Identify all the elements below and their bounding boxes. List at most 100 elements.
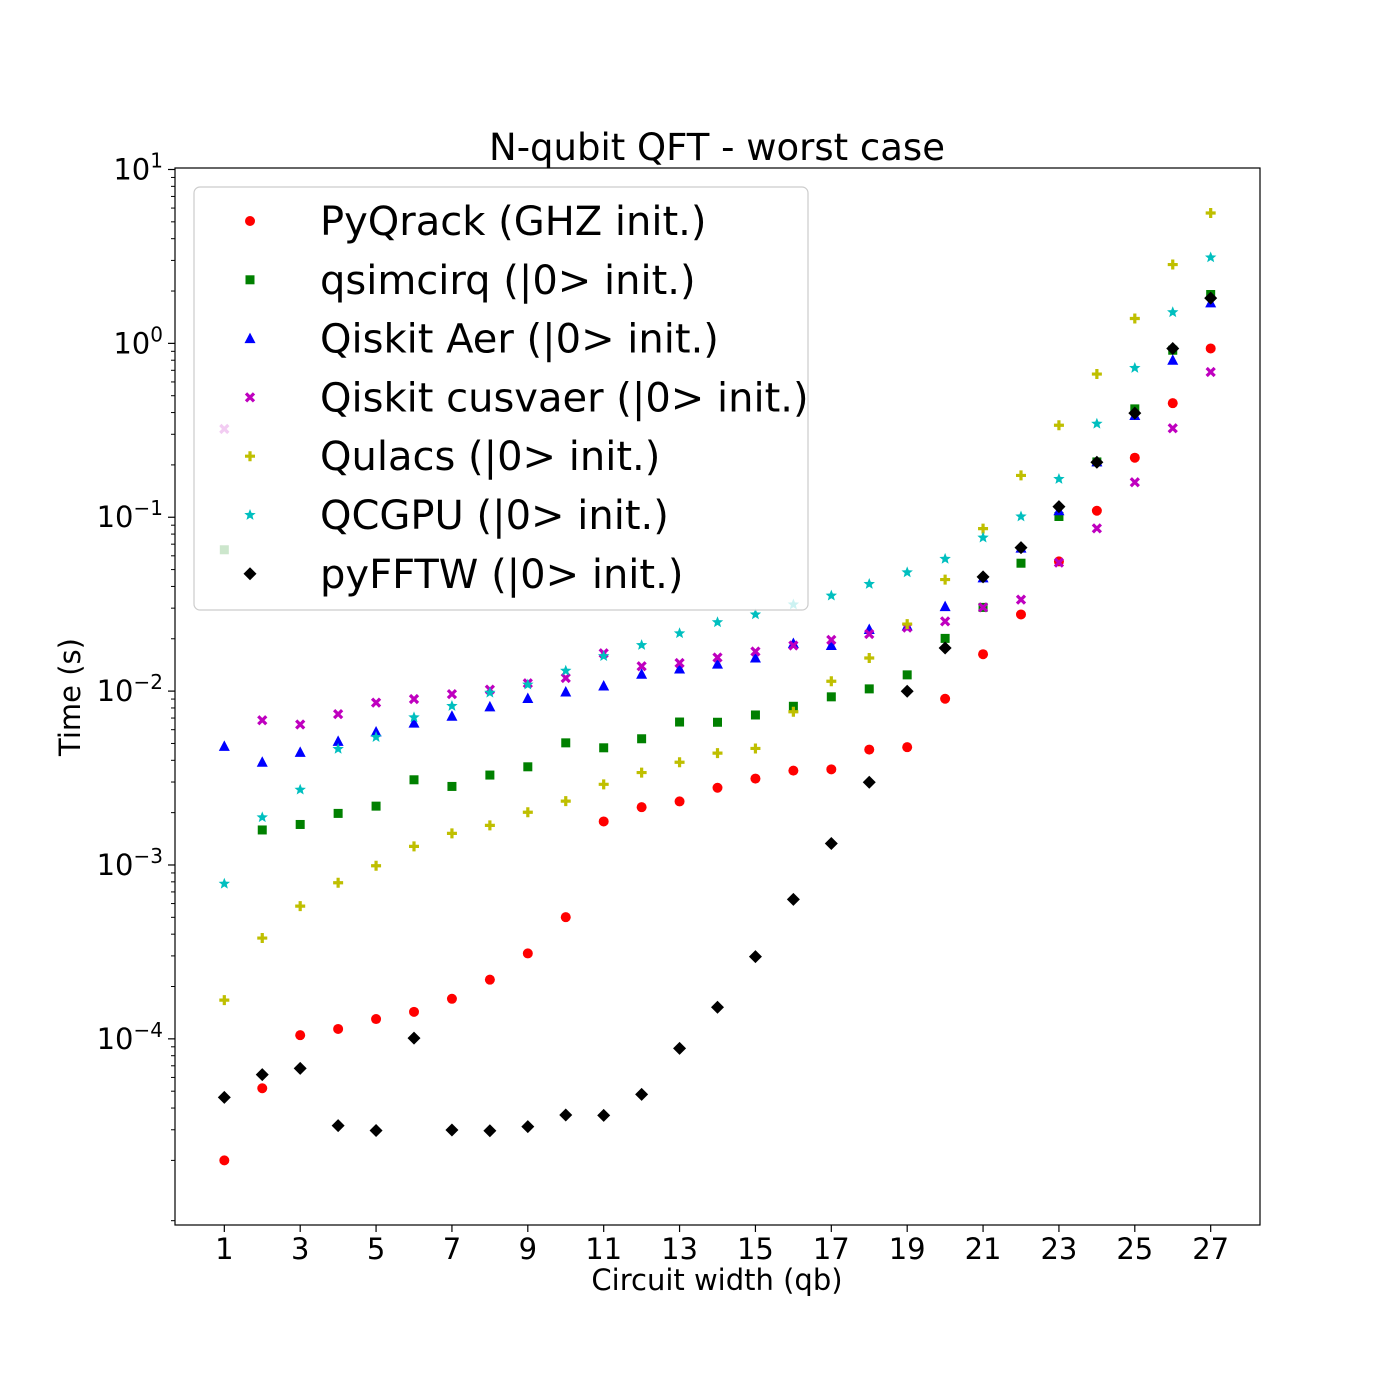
data-point [218,740,230,751]
data-point [713,717,722,727]
data-point [939,600,951,612]
legend-label: pyFFTW (|0> init.) [320,552,683,598]
data-point [1167,423,1178,434]
data-point [636,802,647,813]
data-point [560,912,571,923]
data-point [788,765,799,776]
legend-label: PyQrack (GHZ init.) [320,199,706,245]
data-point [750,773,761,784]
x-tick-label: 1 [215,1232,233,1266]
data-point [864,744,875,755]
data-point [332,709,344,720]
x-tick-label: 21 [965,1232,1002,1266]
data-point [1167,354,1179,365]
data-point [522,948,533,959]
data-point [1053,472,1065,484]
data-point [523,762,533,772]
data-point [369,1124,383,1138]
data-point [863,578,875,589]
data-point [826,764,837,775]
data-point [294,783,306,795]
legend-label: Qulacs (|0> init.) [320,434,660,480]
data-point [939,616,951,627]
data-point [257,1083,268,1094]
data-point [522,678,534,690]
data-point [1016,470,1026,481]
x-tick-label: 3 [291,1232,309,1266]
data-point [1167,259,1178,270]
x-tick-label: 11 [585,1232,622,1266]
data-point [485,770,495,780]
data-point [1091,369,1102,380]
data-point [939,552,951,564]
data-point [598,816,609,827]
data-point [332,735,344,746]
data-point [560,664,572,676]
legend-marker [244,392,256,403]
data-point [1204,291,1218,305]
data-point [293,1061,307,1075]
data-point [560,686,572,697]
data-point [1204,251,1217,263]
data-point [598,680,610,691]
data-point [825,589,838,601]
data-point [712,652,723,663]
data-point [636,767,647,778]
x-tick-label: 9 [519,1232,537,1266]
data-point [1015,510,1027,522]
data-point [786,892,800,906]
data-point [1052,500,1066,514]
data-point [371,1014,382,1025]
data-point [637,734,647,744]
data-point [484,974,495,985]
data-point [712,658,723,669]
legend-item-qsimcirq-0-init: qsimcirq (|0> init.) [245,258,696,304]
data-point [712,748,723,759]
data-point [673,627,686,639]
data-point [902,742,913,753]
data-point [257,825,267,835]
data-point [711,616,724,628]
legend-item-qiskit-aer-0-init: Qiskit Aer (|0> init.) [244,317,719,363]
data-point [862,775,876,789]
data-point [1166,341,1180,355]
data-point [864,653,875,664]
data-point [1205,208,1216,219]
data-point [333,1023,344,1034]
data-point [1128,406,1142,420]
y-tick-label: 10−4 [97,1018,163,1056]
data-point [1015,594,1027,605]
data-point [749,608,762,620]
data-point [370,697,382,708]
x-tick-label: 7 [443,1232,461,1266]
data-point [218,877,231,889]
data-point [522,807,533,818]
data-point [560,796,571,807]
data-point [788,701,798,711]
legend-label: Qiskit Aer (|0> init.) [320,317,719,363]
data-point [902,670,912,680]
series-layer [217,208,1218,1166]
data-point [674,657,685,669]
data-point [295,1030,306,1041]
data-point [407,1031,421,1045]
series-pyqrack-ghz-init [219,343,1216,1166]
data-point [711,1000,724,1014]
x-tick-label: 27 [1192,1232,1229,1266]
data-point [333,877,344,888]
data-point [560,672,571,684]
data-point [445,1123,459,1137]
data-point [826,692,836,702]
x-axis: 1 3 5 7 9 11 13 15 17 19 21 23 25 27 [215,1225,1229,1266]
legend-marker [244,509,256,520]
data-point [940,574,951,585]
x-tick-label: 17 [813,1232,850,1266]
data-point [750,710,760,720]
data-point [559,1108,573,1122]
data-point [409,1006,420,1017]
data-point [978,649,989,660]
data-point [1167,306,1179,318]
data-point [1129,452,1140,463]
data-point [408,711,420,723]
data-point [1167,398,1178,409]
